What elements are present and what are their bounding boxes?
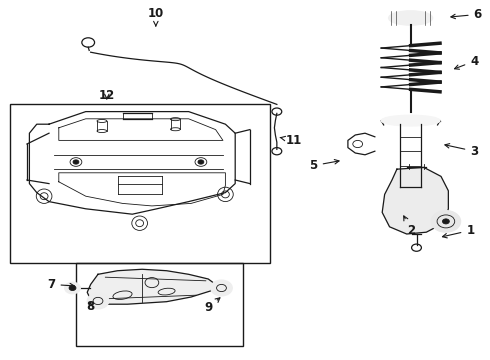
Ellipse shape xyxy=(398,14,423,22)
Circle shape xyxy=(69,285,76,291)
Circle shape xyxy=(65,282,80,294)
Circle shape xyxy=(431,211,461,232)
Text: 3: 3 xyxy=(445,144,478,158)
Text: 11: 11 xyxy=(280,134,302,147)
Bar xyxy=(76,263,243,346)
Text: 6: 6 xyxy=(451,8,482,21)
Circle shape xyxy=(442,219,449,224)
Polygon shape xyxy=(382,167,448,234)
Text: 12: 12 xyxy=(98,89,115,102)
Ellipse shape xyxy=(389,11,433,25)
Circle shape xyxy=(87,293,109,309)
Text: 5: 5 xyxy=(310,159,339,172)
Circle shape xyxy=(211,280,232,296)
Bar xyxy=(10,104,270,263)
Text: 1: 1 xyxy=(442,224,474,238)
Text: 2: 2 xyxy=(404,216,416,237)
Ellipse shape xyxy=(381,115,440,126)
Polygon shape xyxy=(87,269,216,304)
Circle shape xyxy=(73,160,79,164)
Text: 9: 9 xyxy=(204,298,220,314)
Text: 8: 8 xyxy=(87,300,95,312)
Text: 4: 4 xyxy=(455,55,478,69)
Text: 10: 10 xyxy=(147,7,164,26)
Text: 7: 7 xyxy=(48,278,74,291)
Circle shape xyxy=(198,160,204,164)
